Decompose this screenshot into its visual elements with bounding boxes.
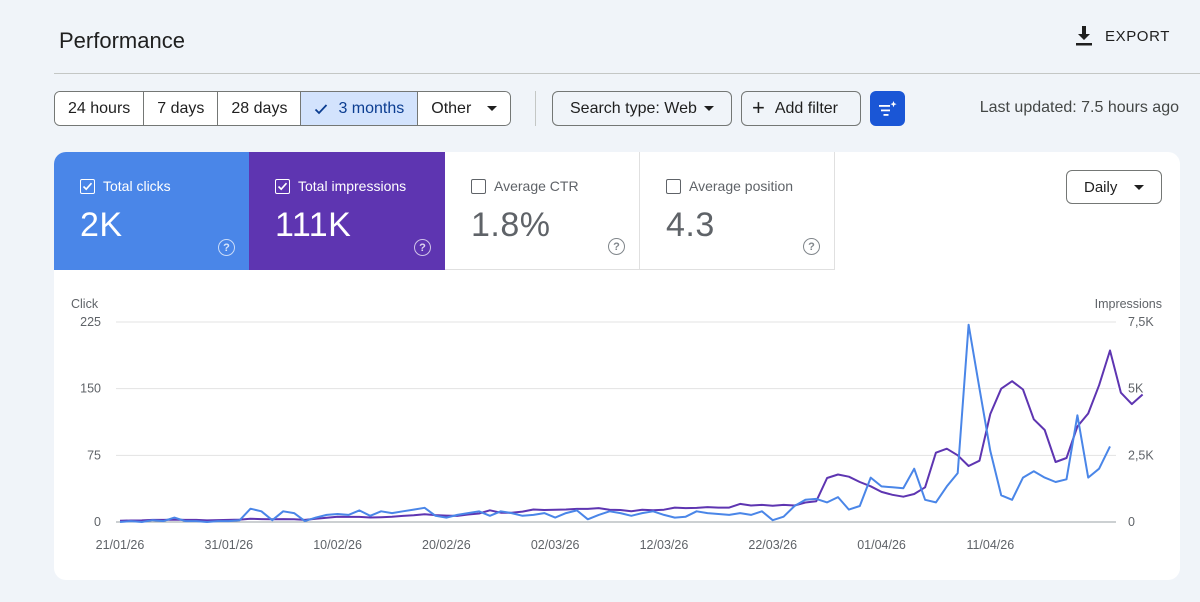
download-icon	[1075, 26, 1092, 46]
impressions-series-line	[119, 349, 1144, 522]
help-icon[interactable]: ?	[608, 238, 625, 255]
date-option-label: 28 days	[231, 99, 288, 117]
add-filter-button[interactable]: + Add filter	[741, 91, 861, 126]
x-tick-label: 10/02/26	[313, 538, 362, 552]
x-tick-label: 20/02/26	[422, 538, 471, 552]
metric-total-impressions[interactable]: Total impressions 111K ?	[249, 152, 445, 270]
performance-card: Total clicks 2K ? Total impressions 111K…	[54, 152, 1180, 580]
dropdown-arrow-icon	[487, 106, 498, 111]
metric-label: Total impressions	[298, 178, 407, 194]
x-tick-label: 01/04/26	[857, 538, 906, 552]
granularity-label: Daily	[1084, 178, 1118, 196]
checkbox-unchecked-icon[interactable]	[666, 178, 681, 194]
metric-value: 111K	[275, 206, 352, 244]
x-tick-label: 31/01/26	[204, 538, 253, 552]
checkbox-checked-icon[interactable]	[80, 178, 95, 194]
x-tick-label: 11/04/26	[966, 538, 1014, 552]
dropdown-arrow-icon	[1134, 184, 1144, 190]
metric-average-position[interactable]: Average position 4.3 ?	[640, 152, 835, 270]
metric-label: Average CTR	[494, 178, 579, 194]
search-type-label: Search type: Web	[570, 99, 697, 117]
toolbar-divider	[535, 91, 536, 126]
export-label: EXPORT	[1104, 27, 1170, 45]
date-range-selector: 24 hours 7 days 28 days 3 months Other	[54, 91, 512, 126]
date-option-7-days[interactable]: 7 days	[144, 92, 219, 125]
granularity-dropdown[interactable]: Daily	[1066, 170, 1162, 204]
help-icon[interactable]: ?	[803, 238, 820, 255]
help-icon[interactable]: ?	[414, 239, 431, 256]
filter-settings-button[interactable]	[870, 91, 905, 126]
help-icon[interactable]: ?	[218, 239, 235, 256]
y-right-tick-label: 7,5K	[1128, 315, 1154, 329]
checkbox-unchecked-icon[interactable]	[471, 178, 486, 194]
filter-sparkle-icon	[878, 100, 897, 116]
dropdown-arrow-icon	[704, 106, 714, 111]
date-option-other[interactable]: Other	[418, 92, 511, 125]
date-option-24-hours[interactable]: 24 hours	[55, 92, 145, 125]
export-button[interactable]: EXPORT	[1075, 26, 1170, 46]
date-option-label: 7 days	[157, 99, 205, 117]
header-divider	[54, 73, 1200, 74]
check-icon	[315, 103, 328, 114]
x-tick-label: 21/01/26	[96, 538, 145, 552]
y-left-tick-label: 75	[87, 448, 101, 462]
date-option-3-months[interactable]: 3 months	[301, 92, 419, 125]
x-tick-label: 12/03/26	[640, 538, 689, 552]
last-updated-text: Last updated: 7.5 hours ago	[979, 99, 1179, 116]
y-left-tick-label: 150	[80, 382, 101, 396]
date-option-label: 24 hours	[68, 99, 131, 117]
metric-value: 2K	[80, 206, 123, 244]
metric-label: Average position	[689, 178, 794, 194]
date-option-label: 3 months	[338, 99, 405, 117]
y-right-axis-title: Impressions	[1095, 297, 1162, 311]
clicks-series-line	[119, 323, 1111, 523]
metric-total-clicks[interactable]: Total clicks 2K ?	[54, 152, 249, 270]
date-option-28-days[interactable]: 28 days	[218, 92, 302, 125]
page-title: Performance	[59, 28, 185, 53]
date-option-label: Other	[431, 99, 472, 117]
y-right-tick-label: 5K	[1128, 382, 1144, 396]
y-left-tick-label: 0	[94, 515, 101, 529]
x-tick-label: 22/03/26	[748, 538, 797, 552]
metric-label: Total clicks	[103, 178, 171, 194]
performance-chart: 0 0 75 2,5K 150 5K 225 7,5K Click Impressions 21/0…	[71, 297, 1162, 552]
x-tick-label: 02/03/26	[531, 538, 580, 552]
search-type-dropdown[interactable]: Search type: Web	[552, 91, 732, 126]
metric-value: 4.3	[666, 206, 715, 244]
y-right-tick-label: 2,5K	[1128, 448, 1154, 462]
metric-average-ctr[interactable]: Average CTR 1.8% ?	[445, 152, 640, 270]
y-left-axis-title: Click	[71, 297, 99, 311]
metric-value: 1.8%	[471, 206, 551, 244]
checkbox-checked-icon[interactable]	[275, 178, 290, 194]
add-filter-label: Add filter	[774, 99, 838, 117]
plus-icon: +	[752, 94, 765, 120]
y-right-tick-label: 0	[1128, 515, 1135, 529]
y-left-tick-label: 225	[80, 315, 101, 329]
